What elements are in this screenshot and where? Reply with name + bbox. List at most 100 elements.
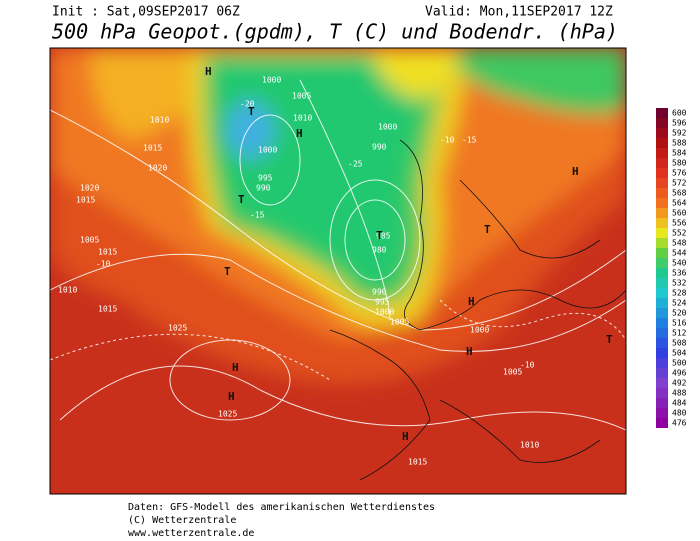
footer-line: (C) Wetterzentrale <box>128 515 236 526</box>
colorbar-swatch <box>656 108 668 118</box>
isoline-label: 1005 <box>292 92 311 101</box>
isoline-label: 1015 <box>98 305 117 314</box>
pressure-center: H <box>232 361 239 374</box>
pressure-center: T <box>484 223 491 236</box>
colorbar-label: 528 <box>672 289 687 298</box>
colorbar-swatch <box>656 298 668 308</box>
colorbar-label: 480 <box>672 409 687 418</box>
footer-line: Daten: GFS-Modell des amerikanischen Wet… <box>128 502 435 513</box>
isoline-label: 1005 <box>390 318 409 327</box>
pressure-center: H <box>402 430 409 443</box>
colorbar-label: 520 <box>672 309 687 318</box>
pressure-center: T <box>376 229 383 242</box>
colorbar-swatch <box>656 408 668 418</box>
isoline-label: 990 <box>372 288 387 297</box>
isoline-label: 1015 <box>98 248 117 257</box>
colorbar-swatch <box>656 398 668 408</box>
pressure-center: H <box>228 390 235 403</box>
isoline-label: 1010 <box>150 116 169 125</box>
map-labels: 1000100510101000995990TTH985980990995100… <box>58 65 613 467</box>
colorbar-swatch <box>656 358 668 368</box>
isoline-label: 990 <box>372 143 387 152</box>
colorbar-label: 552 <box>672 229 687 238</box>
map-area <box>50 48 626 494</box>
colorbar-swatch <box>656 198 668 208</box>
colorbar-label: 548 <box>672 239 687 248</box>
isoline-label: 1015 <box>76 196 95 205</box>
colorbar-swatch <box>656 258 668 268</box>
isoline-label: 985 <box>376 232 391 241</box>
isoline-label: -10 <box>440 136 455 145</box>
colorbar-swatch <box>656 418 668 428</box>
isoline-label: -15 <box>462 136 477 145</box>
colorbar-label: 496 <box>672 369 687 378</box>
colorbar-label: 564 <box>672 199 687 208</box>
pressure-center: H <box>205 65 212 78</box>
pressure-center: H <box>296 127 303 140</box>
isoline-label: 1005 <box>503 368 522 377</box>
isoline-label: 980 <box>372 246 387 255</box>
colorbar-label: 484 <box>672 399 687 408</box>
colorbar-label: 500 <box>672 359 687 368</box>
pressure-center: T <box>248 105 255 118</box>
colorbar-swatch <box>656 178 668 188</box>
colorbar-swatch <box>656 248 668 258</box>
pressure-center: H <box>572 165 579 178</box>
isoline-label: 1005 <box>80 236 99 245</box>
colorbar-swatch <box>656 208 668 218</box>
isoline-label: 995 <box>258 174 273 183</box>
colorbar-label: 476 <box>672 419 687 428</box>
isoline-label: -15 <box>250 211 265 220</box>
colorbar-label: 512 <box>672 329 687 338</box>
colorbar-swatch <box>656 328 668 338</box>
isoline-label: 1000 <box>375 308 394 317</box>
isoline-label: 1010 <box>293 114 312 123</box>
colorbar-swatch <box>656 308 668 318</box>
colorbar-swatch <box>656 168 668 178</box>
colorbar-swatch <box>656 288 668 298</box>
colorbar-swatch <box>656 268 668 278</box>
colorbar-swatch <box>656 348 668 358</box>
isoline-label: 1015 <box>408 458 427 467</box>
colorbar-label: 536 <box>672 269 687 278</box>
pressure-center: H <box>466 345 473 358</box>
pressure-center: H <box>468 295 475 308</box>
pressure-center: T <box>224 265 231 278</box>
colorbar-label: 580 <box>672 159 687 168</box>
pressure-center: T <box>238 193 245 206</box>
colorbar-swatch <box>656 368 668 378</box>
isoline-label: 1000 <box>470 326 489 335</box>
isoline-label: -10 <box>520 361 535 370</box>
colorbar-swatch <box>656 128 668 138</box>
footer-line: www.wetterzentrale.de <box>128 528 254 539</box>
colorbar-swatch <box>656 278 668 288</box>
isoline-label: 1010 <box>58 286 77 295</box>
title: 500 hPa Geopot.(gpdm), T (C) und Bodendr… <box>52 20 618 44</box>
colorbar-label: 532 <box>672 279 687 288</box>
colorbar-swatch <box>656 228 668 238</box>
isoline-label: -10 <box>96 260 111 269</box>
colorbar-swatch <box>656 338 668 348</box>
colorbar-label: 600 <box>672 109 687 118</box>
colorbar-label: 508 <box>672 339 687 348</box>
colorbar-swatch <box>656 148 668 158</box>
isoline-label: 1000 <box>262 76 281 85</box>
isoline-label: 1000 <box>378 123 397 132</box>
colorbar-swatch <box>656 388 668 398</box>
isoline-label: 1020 <box>80 184 99 193</box>
pressure-center: T <box>606 333 613 346</box>
isoline-label: -20 <box>240 100 255 109</box>
isoline-label: 1010 <box>520 441 539 450</box>
colorbar-swatch <box>656 378 668 388</box>
colorbar-label: 568 <box>672 189 687 198</box>
colorbar-swatch <box>656 158 668 168</box>
colorbar-label: 556 <box>672 219 687 228</box>
isoline-label: 1020 <box>148 164 167 173</box>
colorbar-swatch <box>656 318 668 328</box>
valid-time: Valid: Mon,11SEP2017 12Z <box>425 5 613 20</box>
map-frame <box>49 47 627 495</box>
init-time: Init : Sat,09SEP2017 06Z <box>52 5 240 20</box>
isoline-label: 1015 <box>143 144 162 153</box>
colorbar-label: 584 <box>672 149 687 158</box>
